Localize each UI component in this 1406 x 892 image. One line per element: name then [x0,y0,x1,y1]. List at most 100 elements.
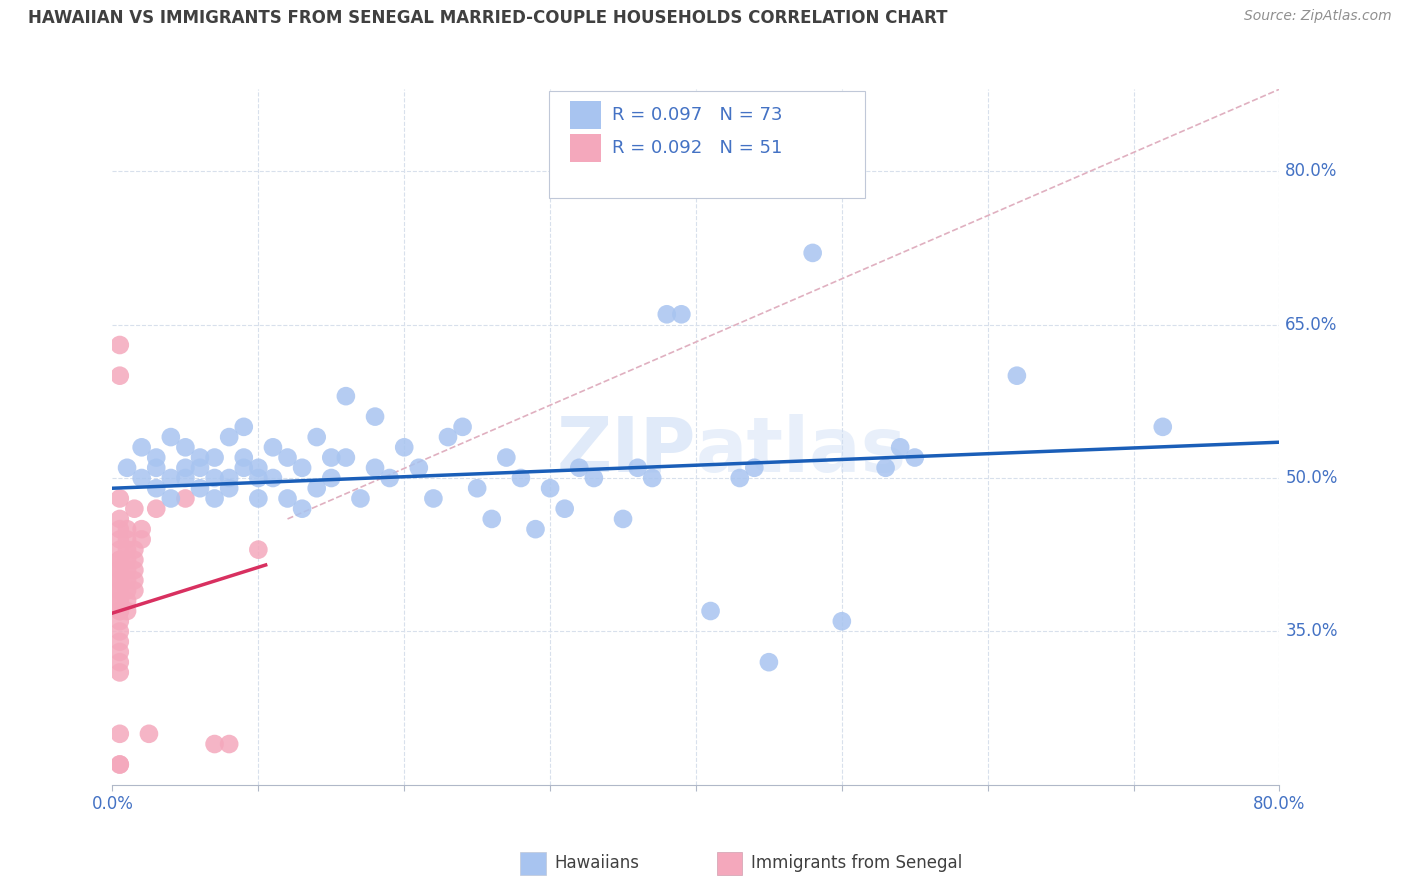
Text: 80.0%: 80.0% [1285,162,1337,180]
Point [108,634,131,648]
Point [495,450,517,465]
Point [145,481,167,495]
Point [131,522,153,536]
Point [831,614,853,628]
Point [115,574,138,588]
Text: R = 0.097   N = 73: R = 0.097 N = 73 [612,106,783,124]
Point [204,450,226,465]
Point [305,481,328,495]
Point [108,563,131,577]
Point [262,440,284,454]
Point [728,471,751,485]
Point [108,368,131,383]
Point [108,542,131,557]
Point [262,471,284,485]
Point [160,491,183,506]
Text: 35.0%: 35.0% [1285,623,1337,640]
Point [115,522,138,536]
Point [160,430,183,444]
Point [699,604,721,618]
Point [124,574,146,588]
Point [108,491,131,506]
Point [188,481,211,495]
Point [160,471,183,485]
Point [904,450,927,465]
Point [1152,420,1174,434]
Point [204,737,226,751]
Point [108,624,131,639]
Point [115,594,138,608]
Point [108,604,131,618]
Text: atlas: atlas [696,414,907,488]
Point [335,389,357,403]
Point [124,501,146,516]
Point [408,460,430,475]
Point [115,583,138,598]
Point [671,307,693,321]
Point [641,471,664,485]
Point [108,594,131,608]
Point [276,491,298,506]
Point [108,665,131,680]
Point [378,471,401,485]
Point [335,450,357,465]
Point [124,542,146,557]
Point [174,460,197,475]
Point [108,594,131,608]
Point [568,460,591,475]
Point [115,604,138,618]
Point [108,645,131,659]
Point [145,460,167,475]
Point [108,553,131,567]
Point [115,553,138,567]
Point [131,440,153,454]
Point [174,440,197,454]
Point [554,501,576,516]
Point [108,522,131,536]
Point [232,420,254,434]
Point [108,757,131,772]
Point [108,583,131,598]
Point [218,481,240,495]
Point [108,553,131,567]
Point [364,409,387,424]
Point [247,542,270,557]
Point [889,440,911,454]
Point [188,460,211,475]
Text: Hawaiians: Hawaiians [554,855,638,872]
Point [247,460,270,475]
Text: ZIP: ZIP [557,414,696,488]
Point [437,430,460,444]
Point [247,471,270,485]
Point [291,501,314,516]
Point [108,338,131,352]
Point [108,574,131,588]
Point [115,563,138,577]
Text: HAWAIIAN VS IMMIGRANTS FROM SENEGAL MARRIED-COUPLE HOUSEHOLDS CORRELATION CHART: HAWAIIAN VS IMMIGRANTS FROM SENEGAL MARR… [28,9,948,27]
Point [108,727,131,741]
Point [108,512,131,526]
Point [218,737,240,751]
Text: Source: ZipAtlas.com: Source: ZipAtlas.com [1244,9,1392,23]
Point [612,512,634,526]
Point [875,460,897,475]
Point [218,471,240,485]
Point [1005,368,1028,383]
Point [115,460,138,475]
Point [276,450,298,465]
Point [115,542,138,557]
Point [204,471,226,485]
Point [108,583,131,598]
Point [801,246,824,260]
Point [392,440,416,454]
Point [108,563,131,577]
Point [742,460,765,475]
Text: R = 0.092   N = 51: R = 0.092 N = 51 [612,139,783,157]
Point [465,481,488,495]
Point [655,307,678,321]
Text: Immigrants from Senegal: Immigrants from Senegal [751,855,962,872]
Point [321,471,343,485]
Point [538,481,561,495]
Point [145,501,167,516]
Point [131,533,153,547]
